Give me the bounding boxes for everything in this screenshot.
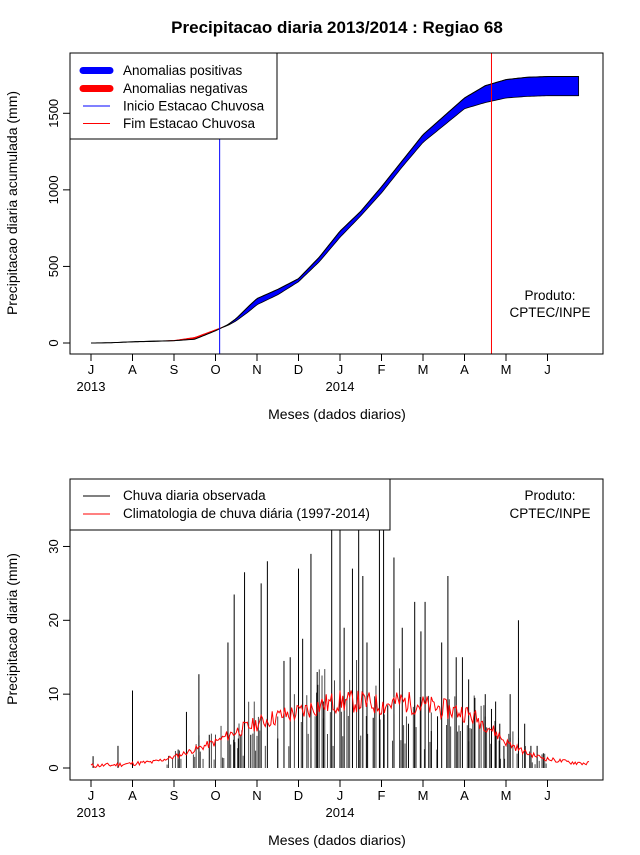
bottom-y-tick-label: 10 <box>46 687 61 701</box>
top-x-tick-label: A <box>460 362 469 377</box>
top-x-tick-label: S <box>170 362 179 377</box>
top-data-layer <box>90 76 580 344</box>
legend-label-observed: Chuva diaria observada <box>123 488 266 503</box>
bottom-x-tick-label: J <box>337 788 344 803</box>
legend-label-climatology: Climatologia de chuva diária (1997-2014) <box>123 506 370 521</box>
bottom-x-year-label: 2014 <box>326 805 355 820</box>
top-y-tick-label: 500 <box>46 256 61 278</box>
top-y-axis-label: Precipitacao diaria acumulada (mm) <box>4 91 20 315</box>
bottom-y-axis: 0 10 20 30 <box>46 539 70 772</box>
bottom-credit-line2: CPTEC/INPE <box>509 506 590 521</box>
bottom-credit-line1: Produto: <box>524 488 575 503</box>
bottom-x-tick-label: O <box>210 788 220 803</box>
top-x-tick-label: F <box>378 362 386 377</box>
bottom-y-tick-label: 0 <box>46 764 61 771</box>
legend-label-end: Fim Estacao Chuvosa <box>123 116 256 131</box>
bottom-x-axis: J A S O N D J F M A M J 2013 2014 <box>77 779 551 820</box>
climatology-line <box>90 690 590 768</box>
bottom-x-tick-label: M <box>418 788 429 803</box>
legend-label-onset: Inicio Estacao Chuvosa <box>123 99 265 114</box>
bottom-x-tick-label: F <box>378 788 386 803</box>
bottom-x-tick-label: A <box>460 788 469 803</box>
bottom-x-tick-label: D <box>294 788 303 803</box>
legend-label-positive: Anomalias positivas <box>123 63 243 78</box>
top-accumulated-chart: 0 500 1000 1500 J A S O N D J F M A M J 2013 2014 Precip… <box>4 52 604 422</box>
bottom-y-tick-label: 20 <box>46 613 61 627</box>
top-x-tick-label: N <box>252 362 261 377</box>
legend-label-negative: Anomalias negativas <box>123 81 248 96</box>
bottom-x-tick-label: S <box>170 788 179 803</box>
bottom-legend-box <box>69 478 391 531</box>
chart-title: Precipitacao diaria 2013/2014 : Regiao 6… <box>171 18 503 37</box>
top-x-axis: J A S O N D J F M A M J 2013 2014 <box>77 353 551 394</box>
top-x-tick-label: J <box>337 362 344 377</box>
top-y-tick-label: 1500 <box>46 99 61 128</box>
bottom-x-year-label: 2013 <box>77 805 106 820</box>
bottom-x-axis-label: Meses (dados diarios) <box>268 832 406 848</box>
top-credit-line1: Produto: <box>524 288 575 303</box>
bottom-data-layer <box>90 502 590 768</box>
top-y-tick-label: 0 <box>46 339 61 346</box>
top-legend: Anomalias positivas Anomalias negativas … <box>69 52 278 140</box>
bottom-legend: Chuva diaria observada Climatologia de c… <box>69 478 391 531</box>
top-credit-line2: CPTEC/INPE <box>509 305 590 320</box>
top-x-axis-label: Meses (dados diarios) <box>268 406 406 422</box>
top-y-tick-label: 1000 <box>46 175 61 204</box>
top-x-year-label: 2013 <box>77 379 106 394</box>
top-x-year-label: 2014 <box>326 379 355 394</box>
bottom-x-tick-label: J <box>544 788 551 803</box>
top-x-tick-label: J <box>544 362 551 377</box>
negative-anomaly-band <box>165 326 224 341</box>
bottom-x-tick-label: M <box>501 788 512 803</box>
top-x-tick-label: A <box>128 362 137 377</box>
bottom-daily-chart: 0 10 20 30 J A S O N D J F M A M J 2013 2014 Precipitaca… <box>4 478 604 848</box>
bottom-x-tick-label: N <box>252 788 261 803</box>
top-x-tick-label: D <box>294 362 303 377</box>
top-x-tick-label: J <box>88 362 95 377</box>
top-y-axis: 0 500 1000 1500 <box>46 99 70 347</box>
top-x-tick-label: M <box>501 362 512 377</box>
observed-accumulated-line <box>90 76 579 344</box>
top-x-tick-label: M <box>418 362 429 377</box>
bottom-y-tick-label: 30 <box>46 539 61 553</box>
bottom-x-tick-label: J <box>88 788 95 803</box>
bottom-x-tick-label: A <box>128 788 137 803</box>
bottom-y-axis-label: Precipitacao diaria (mm) <box>4 553 20 705</box>
top-x-tick-label: O <box>210 362 220 377</box>
